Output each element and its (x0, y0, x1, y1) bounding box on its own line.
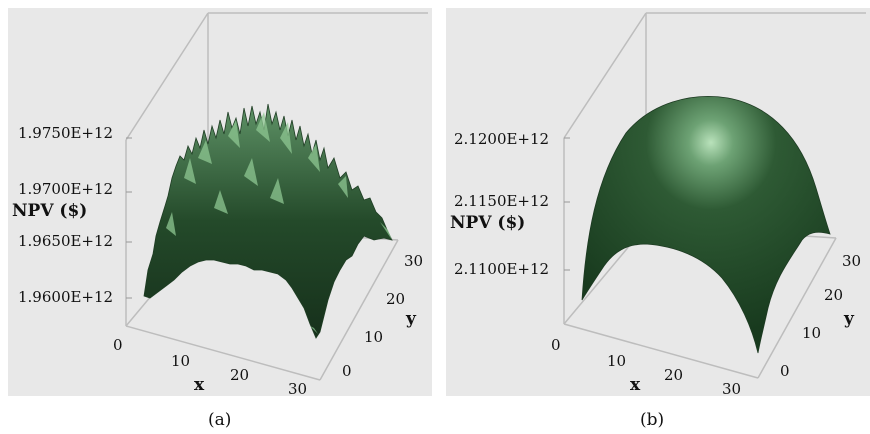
y-tick-label: 30 (404, 252, 423, 270)
x-tick-label: 10 (607, 352, 626, 370)
z-axis-label: NPV ($) (12, 201, 87, 221)
z-tick-label: 1.9700E+12 (18, 180, 113, 198)
chart-panel-a: 1.9600E+12 1.9650E+12 1.9700E+12 1.9750E… (8, 8, 432, 396)
y-tick-label: 10 (802, 324, 821, 342)
x-tick-label: 10 (171, 352, 190, 370)
caption-b: (b) (640, 410, 665, 430)
y-tick-label: 10 (364, 328, 383, 346)
caption-a: (a) (208, 410, 232, 430)
z-tick-label: 1.9750E+12 (18, 124, 113, 142)
z-tick-label: 2.1200E+12 (454, 130, 549, 148)
x-ticks-b: 0 10 20 30 (551, 336, 741, 396)
x-ticks-a: 0 10 20 30 (113, 336, 307, 396)
surface-chart-b: 2.1100E+12 2.1150E+12 2.1200E+12 NPV ($)… (450, 12, 866, 396)
z-tick-label: 2.1100E+12 (454, 260, 549, 278)
chart-panel-b: 2.1100E+12 2.1150E+12 2.1200E+12 NPV ($)… (446, 8, 870, 396)
y-axis-label: y (843, 309, 855, 329)
z-tick-label: 1.9650E+12 (18, 232, 113, 250)
x-axis-label: x (194, 375, 205, 395)
y-ticks-b: 0 10 20 30 (780, 252, 861, 380)
x-tick-label: 0 (551, 336, 561, 354)
x-tick-label: 30 (722, 380, 741, 396)
y-tick-label: 0 (342, 362, 352, 380)
surface-a (143, 103, 393, 339)
x-tick-label: 30 (288, 380, 307, 396)
z-tick-label: 2.1150E+12 (454, 192, 549, 210)
surface-b (581, 96, 831, 354)
z-tick-label: 1.9600E+12 (18, 288, 113, 306)
y-axis-label: y (405, 309, 417, 329)
z-axis-label: NPV ($) (450, 213, 525, 233)
y-tick-label: 20 (824, 286, 843, 304)
x-tick-label: 0 (113, 336, 123, 354)
x-tick-label: 20 (230, 366, 249, 384)
y-ticks-a: 0 10 20 30 (342, 252, 423, 380)
y-tick-label: 20 (386, 290, 405, 308)
z-ticks-a: 1.9600E+12 1.9650E+12 1.9700E+12 1.9750E… (18, 124, 132, 306)
z-ticks-b: 2.1100E+12 2.1150E+12 2.1200E+12 (454, 130, 570, 278)
y-tick-label: 30 (842, 252, 861, 270)
y-tick-label: 0 (780, 362, 790, 380)
x-axis-label: x (630, 375, 641, 395)
surface-chart-a: 1.9600E+12 1.9650E+12 1.9700E+12 1.9750E… (12, 12, 428, 396)
surface-a-highlights (166, 112, 392, 334)
x-tick-label: 20 (664, 366, 683, 384)
